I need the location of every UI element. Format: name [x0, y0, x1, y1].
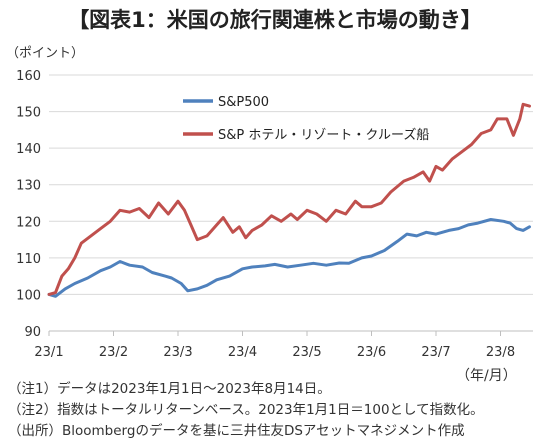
- y-tick-label: 110: [16, 252, 41, 267]
- legend-label-hotel-resort-cruise: S&P ホテル・リゾート・クルーズ船: [218, 127, 429, 143]
- series-line-hotel-resort-cruise: [47, 102, 531, 296]
- x-axis-unit-label: （年/月）: [456, 368, 517, 384]
- x-tick-label: 23/4: [228, 345, 257, 360]
- x-tick-label: 23/5: [292, 345, 321, 360]
- y-tick-label: 150: [16, 106, 41, 121]
- source-note: （出所）Bloombergのデータを基に三井住友DSアセットマネジメント作成: [8, 423, 465, 439]
- x-tick-label: 23/1: [34, 345, 63, 360]
- legend-label-sp500: S&P500: [218, 95, 269, 110]
- series-line-sp500: [47, 218, 531, 298]
- note-1: （注1）データは2023年1月1日～2023年8月14日。: [8, 381, 331, 397]
- note-2: （注2）指数はトータルリターンベース。2023年1月1日＝100として指数化。: [8, 402, 484, 418]
- x-tick-label: 23/3: [163, 345, 192, 360]
- x-tick-label: 23/7: [421, 345, 450, 360]
- y-axis-unit-label: （ポイント）: [6, 46, 85, 61]
- y-tick-label: 90: [24, 325, 41, 340]
- x-tick-label: 23/6: [357, 345, 386, 360]
- x-tick-label: 23/8: [486, 345, 515, 360]
- y-tick-label: 120: [16, 215, 41, 230]
- chart-title: 【図表1：米国の旅行関連株と市場の動き】: [68, 8, 482, 32]
- y-tick-label: 140: [16, 142, 41, 157]
- x-tick-label: 23/2: [99, 345, 128, 360]
- y-tick-label: 130: [16, 179, 41, 194]
- y-tick-label: 100: [16, 288, 41, 303]
- y-tick-label: 160: [16, 69, 41, 84]
